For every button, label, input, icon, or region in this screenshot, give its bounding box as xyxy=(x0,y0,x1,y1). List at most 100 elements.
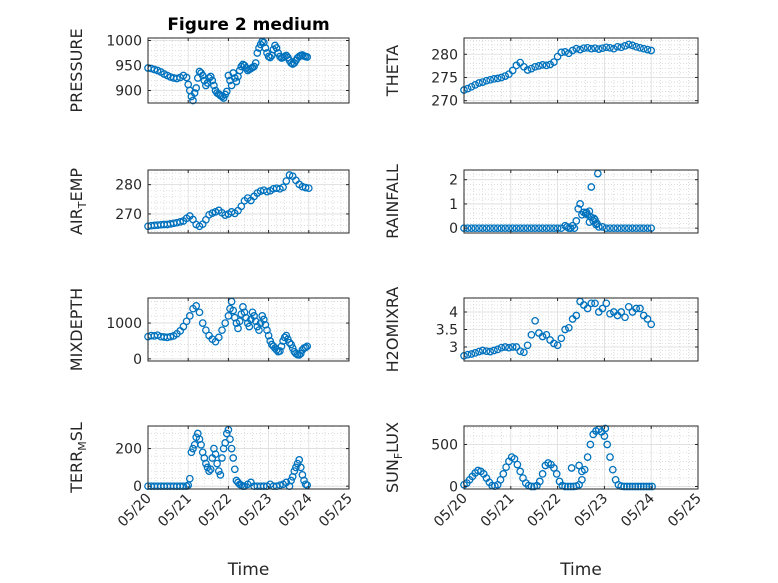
data-point xyxy=(643,315,652,323)
subplot-1: 900 950 1000 PRESSURE Figure 2 medium xyxy=(67,15,350,113)
data-point xyxy=(301,183,310,192)
data-point xyxy=(602,224,611,233)
data-point xyxy=(606,309,614,318)
data-point xyxy=(208,76,217,85)
data-point xyxy=(617,43,626,52)
data-point xyxy=(295,456,304,464)
data-point xyxy=(296,349,305,358)
data-point xyxy=(502,463,510,472)
y-axis-label: THETA xyxy=(383,45,402,97)
data-point xyxy=(637,482,645,491)
data-point xyxy=(258,312,267,320)
data-point xyxy=(189,444,197,453)
data-point xyxy=(587,299,596,308)
data-point xyxy=(531,316,539,325)
axes-box xyxy=(463,425,699,490)
data-point xyxy=(501,343,510,351)
data-point xyxy=(486,347,495,356)
data-point xyxy=(572,44,581,53)
y-tick-label: 3.5 xyxy=(436,323,458,339)
y-tick-label: 280 xyxy=(115,178,142,194)
y-tick-label: 200 xyxy=(115,442,142,458)
data-point xyxy=(527,482,536,491)
y-tick-label: 1 xyxy=(449,197,458,213)
data-point xyxy=(606,453,614,461)
data-point xyxy=(535,224,543,233)
data-point xyxy=(230,465,239,474)
data-point xyxy=(272,44,281,52)
data-point xyxy=(520,348,528,357)
data-point xyxy=(531,224,539,233)
data-point xyxy=(621,313,629,322)
y-tick-label: 2 xyxy=(449,173,458,189)
data-point xyxy=(150,65,159,74)
y-axis-label: PRESSURE xyxy=(67,28,86,112)
data-point xyxy=(237,62,246,71)
data-point xyxy=(628,41,637,50)
axes-background xyxy=(464,170,698,233)
data-point xyxy=(639,224,648,233)
data-point xyxy=(182,73,191,82)
data-point xyxy=(564,482,572,491)
data-point xyxy=(527,224,536,233)
data-point xyxy=(609,44,618,53)
data-point xyxy=(221,319,230,327)
data-point xyxy=(585,218,594,226)
data-point xyxy=(237,202,246,211)
data-point xyxy=(546,224,554,233)
data-point xyxy=(198,71,207,80)
data-point xyxy=(229,306,238,315)
data-point xyxy=(279,183,287,192)
data-point xyxy=(600,432,609,440)
data-point xyxy=(508,66,517,75)
axes-box xyxy=(147,37,350,104)
x-tick-label: 05/20 xyxy=(115,491,155,531)
data-point xyxy=(296,463,305,472)
x-axis-label: Time xyxy=(227,560,270,580)
data-point xyxy=(617,224,626,233)
data-point xyxy=(490,224,498,233)
data-point xyxy=(645,482,654,491)
data-point xyxy=(493,224,502,233)
y-axis-label: AIRTEMP xyxy=(67,168,89,235)
data-point xyxy=(576,45,584,54)
y-tick-label: 270 xyxy=(115,207,142,223)
data-point xyxy=(216,471,225,479)
data-point xyxy=(639,44,648,53)
data-point xyxy=(213,459,221,468)
data-point xyxy=(478,78,487,86)
data-point xyxy=(561,325,569,334)
data-point xyxy=(579,44,588,53)
data-point xyxy=(505,343,513,352)
data-point xyxy=(290,467,299,475)
data-point xyxy=(478,224,487,233)
data-point xyxy=(497,343,506,352)
data-point xyxy=(523,224,532,233)
subplot-4: 0 1 2 RAINFALL xyxy=(383,164,699,239)
data-point xyxy=(603,440,612,449)
data-point xyxy=(166,332,175,341)
data-point xyxy=(235,66,244,75)
y-tick-label: 1000 xyxy=(106,34,142,50)
data-point xyxy=(475,347,483,356)
data-point xyxy=(620,482,628,491)
axes-box xyxy=(463,169,699,234)
data-point xyxy=(303,481,312,490)
data-point xyxy=(553,341,562,350)
y-tick-label: 0 xyxy=(133,352,142,368)
data-point xyxy=(587,183,596,191)
data-point xyxy=(301,343,310,352)
data-point xyxy=(639,482,648,491)
data-point xyxy=(508,224,517,233)
data-point xyxy=(266,53,275,62)
axes-background xyxy=(464,426,698,489)
data-point xyxy=(496,475,505,484)
data-point xyxy=(218,454,226,462)
data-point xyxy=(287,340,295,349)
data-point xyxy=(253,49,262,57)
data-point xyxy=(576,200,584,208)
data-point xyxy=(570,224,579,233)
data-point xyxy=(592,220,600,229)
data-point xyxy=(467,82,476,91)
y-tick-label: 3 xyxy=(449,340,458,356)
